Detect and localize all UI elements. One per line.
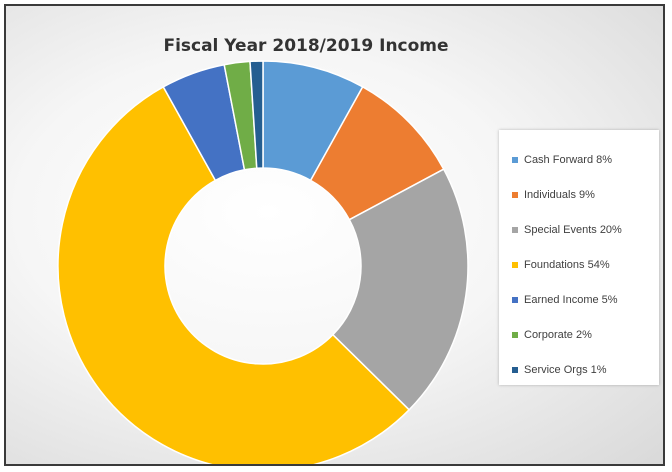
legend-swatch bbox=[512, 261, 518, 268]
legend-label: Earned Income 5% bbox=[524, 293, 618, 306]
slice-foundations bbox=[57, 85, 411, 464]
legend-label: Service Orgs 1% bbox=[524, 363, 607, 376]
legend-item-corporate: Corporate 2% bbox=[499, 317, 659, 352]
legend-label: Corporate 2% bbox=[524, 328, 592, 341]
legend-label: Special Events 20% bbox=[524, 223, 622, 236]
legend-item-foundations: Foundations 54% bbox=[499, 247, 659, 282]
legend-swatch bbox=[512, 296, 518, 303]
legend-item-earned-income: Earned Income 5% bbox=[499, 282, 659, 317]
legend-item-special-events: Special Events 20% bbox=[499, 212, 659, 247]
chart-frame: Fiscal Year 2018/2019 Income Cash Forwar… bbox=[4, 4, 665, 466]
chart-title: Fiscal Year 2018/2019 Income bbox=[163, 36, 449, 56]
donut-chart bbox=[57, 60, 469, 464]
legend-swatch bbox=[512, 226, 518, 233]
legend-item-cash-forward: Cash Forward 8% bbox=[499, 142, 659, 177]
legend-item-service-orgs: Service Orgs 1% bbox=[499, 352, 659, 387]
slice-service-orgs bbox=[249, 60, 264, 169]
legend-swatch bbox=[512, 366, 518, 373]
legend-swatch bbox=[512, 156, 518, 163]
slice-special-events bbox=[331, 168, 469, 411]
legend-swatch bbox=[512, 331, 518, 338]
legend-label: Cash Forward 8% bbox=[524, 153, 613, 166]
chart-legend: Cash Forward 8% Individuals 9% Special Eve… bbox=[499, 130, 659, 385]
legend-label: Individuals 9% bbox=[524, 188, 595, 201]
legend-label: Foundations 54% bbox=[524, 258, 610, 271]
legend-item-individuals: Individuals 9% bbox=[499, 177, 659, 212]
legend-swatch bbox=[512, 191, 518, 198]
